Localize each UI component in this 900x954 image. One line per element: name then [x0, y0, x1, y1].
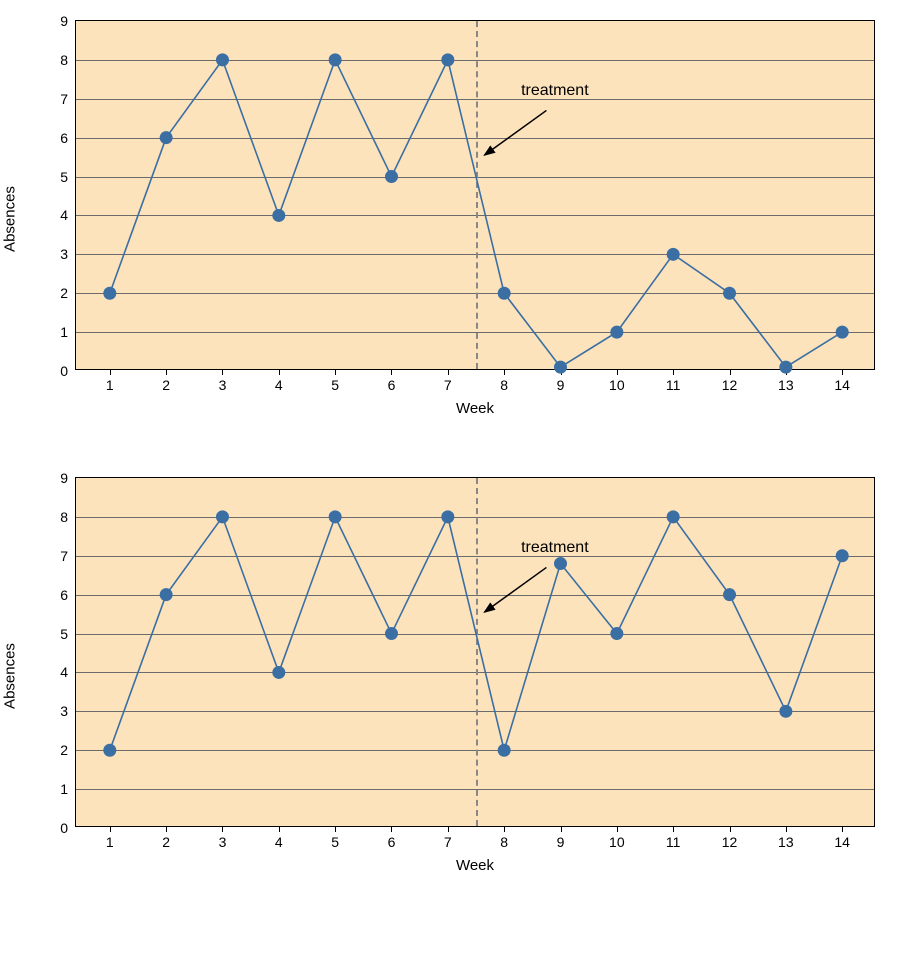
ytick-label: 0 — [60, 363, 76, 379]
plot-area: 01234567891234567891011121314treatment — [75, 477, 875, 827]
xtick-label: 12 — [722, 369, 738, 393]
ytick-label: 4 — [60, 207, 76, 223]
xtick-label: 12 — [722, 826, 738, 850]
series-overlay — [76, 478, 874, 826]
ytick-label: 2 — [60, 742, 76, 758]
xtick-label: 8 — [500, 826, 508, 850]
data-marker — [329, 510, 342, 523]
xtick-label: 8 — [500, 369, 508, 393]
data-marker — [779, 705, 792, 718]
ytick-label: 3 — [60, 703, 76, 719]
plot-area: 01234567891234567891011121314treatment — [75, 20, 875, 370]
xtick-label: 6 — [388, 369, 396, 393]
data-marker — [498, 287, 511, 300]
ytick-label: 0 — [60, 820, 76, 836]
ytick-label: 5 — [60, 169, 76, 185]
data-marker — [441, 53, 454, 66]
xtick-label: 2 — [162, 369, 170, 393]
data-marker — [667, 510, 680, 523]
data-marker — [836, 326, 849, 339]
xtick-label: 5 — [331, 369, 339, 393]
data-marker — [385, 170, 398, 183]
data-marker — [329, 53, 342, 66]
xtick-label: 1 — [106, 826, 114, 850]
xtick-label: 3 — [219, 369, 227, 393]
annotation-arrow — [484, 110, 546, 155]
ytick-label: 9 — [60, 13, 76, 29]
data-marker — [160, 588, 173, 601]
ytick-label: 5 — [60, 626, 76, 642]
xtick-label: 9 — [557, 826, 565, 850]
data-marker — [779, 361, 792, 374]
data-marker — [667, 248, 680, 261]
data-marker — [554, 557, 567, 570]
ytick-label: 4 — [60, 664, 76, 680]
data-marker — [385, 627, 398, 640]
annotation-arrow — [484, 567, 546, 612]
ytick-label: 6 — [60, 130, 76, 146]
data-marker — [610, 326, 623, 339]
xtick-label: 11 — [666, 826, 681, 850]
ytick-label: 7 — [60, 548, 76, 564]
ytick-label: 8 — [60, 52, 76, 68]
chart-bottom: Absences01234567891234567891011121314tre… — [20, 477, 880, 874]
xtick-label: 6 — [388, 826, 396, 850]
ytick-label: 1 — [60, 324, 76, 340]
annotation-text: treatment — [521, 539, 589, 557]
data-marker — [160, 131, 173, 144]
data-marker — [723, 588, 736, 601]
data-marker — [723, 287, 736, 300]
data-marker — [554, 361, 567, 374]
data-marker — [216, 510, 229, 523]
ytick-label: 1 — [60, 781, 76, 797]
data-marker — [441, 510, 454, 523]
data-marker — [610, 627, 623, 640]
xtick-label: 2 — [162, 826, 170, 850]
x-axis-label: Week — [75, 857, 875, 874]
annotation-text: treatment — [521, 82, 589, 100]
x-axis-label: Week — [75, 400, 875, 417]
data-marker — [498, 744, 511, 757]
xtick-label: 7 — [444, 826, 452, 850]
xtick-label: 4 — [275, 369, 283, 393]
y-axis-label: Absences — [2, 186, 19, 252]
ytick-label: 2 — [60, 285, 76, 301]
xtick-label: 14 — [834, 826, 850, 850]
ytick-label: 7 — [60, 91, 76, 107]
ytick-label: 9 — [60, 470, 76, 486]
xtick-label: 11 — [666, 369, 681, 393]
data-marker — [103, 287, 116, 300]
xtick-label: 4 — [275, 826, 283, 850]
data-marker — [103, 744, 116, 757]
ytick-label: 8 — [60, 509, 76, 525]
xtick-label: 3 — [219, 826, 227, 850]
y-axis-label: Absences — [2, 643, 19, 709]
data-line — [110, 517, 842, 750]
chart-top: Absences01234567891234567891011121314tre… — [20, 20, 880, 417]
data-line — [110, 60, 842, 367]
data-marker — [216, 53, 229, 66]
series-overlay — [76, 21, 874, 369]
xtick-label: 13 — [778, 826, 794, 850]
ytick-label: 6 — [60, 587, 76, 603]
xtick-label: 10 — [609, 826, 625, 850]
xtick-label: 7 — [444, 369, 452, 393]
xtick-label: 10 — [609, 369, 625, 393]
xtick-label: 5 — [331, 826, 339, 850]
ytick-label: 3 — [60, 246, 76, 262]
data-marker — [272, 666, 285, 679]
data-marker — [272, 209, 285, 222]
xtick-label: 14 — [834, 369, 850, 393]
data-marker — [836, 549, 849, 562]
xtick-label: 1 — [106, 369, 114, 393]
